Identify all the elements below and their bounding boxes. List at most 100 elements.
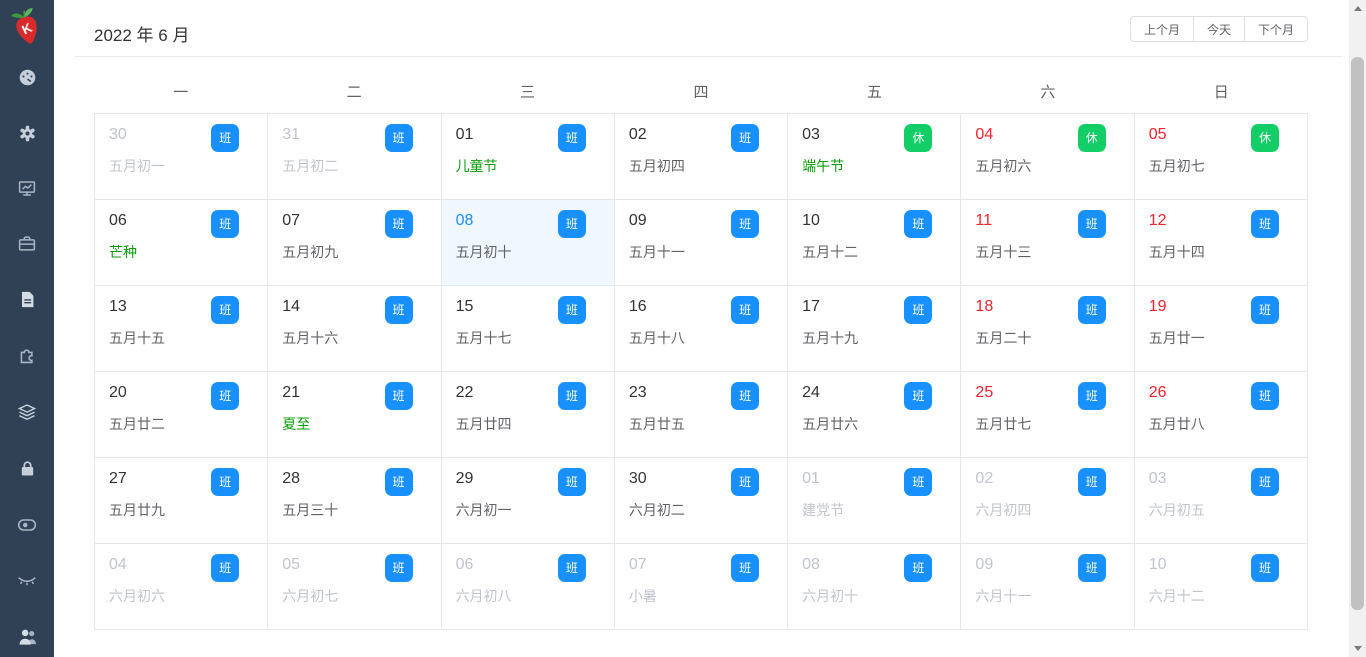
calendar-cell[interactable]: 23 班五月廿五 (614, 372, 789, 458)
sidebar-item-dashboard[interactable] (0, 66, 54, 88)
calendar-cell[interactable]: 20 班五月廿二 (95, 372, 269, 458)
work-day-badge: 班 (557, 382, 586, 410)
sidebar-item-permissions[interactable] (0, 457, 54, 479)
lunar-date-label: 六月初十 (802, 588, 859, 604)
calendar-cell[interactable]: 01 班建党节 (788, 458, 962, 544)
calendar-cell[interactable]: 08 班五月初十 (441, 200, 615, 286)
calendar-cell[interactable]: 30 班五月初一 (95, 114, 269, 200)
prev-month-button[interactable]: 上个月 (1129, 16, 1194, 42)
sidebar-item-plugins[interactable] (0, 343, 54, 365)
sidebar-item-switch[interactable] (0, 514, 54, 536)
sidebar-item-settings[interactable] (0, 122, 54, 144)
work-day-badge: 班 (384, 468, 413, 496)
work-day-badge: 班 (1251, 210, 1279, 238)
work-day-badge: 班 (557, 210, 586, 238)
calendar-cell[interactable]: 06 班六月初八 (441, 544, 615, 630)
eye-closed-icon (18, 577, 36, 586)
calendar-cell[interactable]: 02 班六月初四 (961, 458, 1135, 544)
calendar-cell[interactable]: 08 班六月初十 (788, 544, 962, 630)
calendar-cell[interactable]: 24 班五月廿六 (788, 372, 962, 458)
rest-day-badge: 休 (1251, 124, 1279, 152)
work-day-badge: 班 (211, 554, 240, 582)
date-number: 28 (282, 470, 301, 487)
sidebar-item-layers[interactable] (0, 402, 54, 424)
vertical-scrollbar[interactable] (1349, 0, 1366, 657)
rest-day-badge: 休 (904, 124, 933, 152)
calendar-cell[interactable]: 26 班五月廿八 (1134, 372, 1308, 458)
today-button[interactable]: 今天 (1192, 16, 1245, 42)
page-title: 2022 年 6 月 (94, 26, 190, 45)
work-day-badge: 班 (1077, 296, 1106, 324)
calendar-cell[interactable]: 09 班五月十一 (614, 200, 789, 286)
calendar-cell[interactable]: 05 班六月初七 (268, 544, 442, 630)
calendar-cell[interactable]: 06 班芒种 (95, 200, 269, 286)
scroll-down-arrow-icon[interactable] (1349, 640, 1366, 657)
date-number: 03 (1148, 470, 1167, 487)
date-number: 03 (802, 126, 820, 143)
lunar-date-label: 六月十一 (975, 588, 1032, 604)
sidebar-item-documents[interactable] (0, 288, 54, 310)
calendar-cell[interactable]: 17 班五月十九 (788, 286, 962, 372)
sidebar-item-toolbox[interactable] (0, 232, 54, 254)
calendar-cell[interactable]: 13 班五月十五 (95, 286, 269, 372)
calendar: 一二三四五六日 30 班五月初一 31 班五月初二 01 班儿童节 02 班五月初四 03 休端午… (94, 70, 1308, 630)
calendar-cell[interactable]: 22 班五月廿四 (441, 372, 615, 458)
calendar-cell[interactable]: 05 休五月初七 (1134, 114, 1308, 200)
calendar-cell[interactable]: 30 班六月初二 (614, 458, 789, 544)
work-day-badge: 班 (211, 210, 240, 238)
work-day-badge: 班 (211, 296, 240, 324)
calendar-cell[interactable]: 10 班六月十二 (1134, 544, 1308, 630)
lunar-date-label: 六月初一 (455, 502, 512, 518)
work-day-badge: 班 (384, 124, 413, 152)
calendar-cell[interactable]: 02 班五月初四 (614, 114, 789, 200)
calendar-cell[interactable]: 28 班五月三十 (268, 458, 442, 544)
lunar-date-label: 五月廿一 (1148, 330, 1205, 346)
calendar-cell[interactable]: 04 班六月初六 (95, 544, 269, 630)
date-number: 02 (975, 470, 994, 487)
calendar-cell[interactable]: 07 班小暑 (614, 544, 789, 630)
work-day-badge: 班 (557, 296, 586, 324)
weekday-label: 一 (173, 84, 189, 101)
date-number: 19 (1148, 298, 1167, 315)
calendar-cell[interactable]: 15 班五月十七 (441, 286, 615, 372)
date-number: 07 (628, 556, 647, 573)
calendar-cell[interactable]: 09 班六月十一 (961, 544, 1135, 630)
calendar-cell[interactable]: 03 班六月初五 (1134, 458, 1308, 544)
date-number: 06 (455, 556, 474, 573)
work-day-badge: 班 (904, 296, 933, 324)
calendar-cell[interactable]: 03 休端午节 (788, 114, 962, 200)
date-number: 16 (628, 298, 647, 315)
next-month-button[interactable]: 下个月 (1243, 16, 1308, 42)
sidebar-item-users[interactable] (0, 626, 54, 648)
sidebar-item-monitor[interactable] (0, 177, 54, 199)
scroll-up-arrow-icon[interactable] (1349, 0, 1366, 17)
date-number: 30 (628, 470, 647, 487)
calendar-cell[interactable]: 21 班夏至 (268, 372, 442, 458)
calendar-cell[interactable]: 11 班五月十三 (961, 200, 1135, 286)
date-number: 24 (802, 384, 820, 401)
calendar-cell[interactable]: 14 班五月十六 (268, 286, 442, 372)
work-day-badge: 班 (904, 554, 933, 582)
calendar-cell[interactable]: 18 班五月二十 (961, 286, 1135, 372)
calendar-header: 2022 年 6 月 上个月 今天 下个月 (75, 0, 1343, 57)
lunar-date-label: 五月十六 (282, 330, 339, 346)
app-logo[interactable]: K (7, 4, 47, 55)
calendar-cell[interactable]: 01 班儿童节 (441, 114, 615, 200)
calendar-cell[interactable]: 16 班五月十八 (614, 286, 789, 372)
calendar-cell[interactable]: 10 班五月十二 (788, 200, 962, 286)
calendar-cell[interactable]: 07 班五月初九 (268, 200, 442, 286)
layers-icon (17, 404, 37, 421)
calendar-cell[interactable]: 27 班五月廿九 (95, 458, 269, 544)
calendar-cell[interactable]: 19 班五月廿一 (1134, 286, 1308, 372)
calendar-cell[interactable]: 12 班五月十四 (1134, 200, 1308, 286)
date-number: 27 (109, 470, 127, 487)
lunar-date-label: 六月初八 (455, 588, 512, 604)
calendar-cell[interactable]: 25 班五月廿七 (961, 372, 1135, 458)
calendar-cell[interactable]: 29 班六月初一 (441, 458, 615, 544)
date-number: 06 (109, 212, 127, 229)
sidebar-item-hidden[interactable] (0, 570, 54, 592)
scrollbar-thumb[interactable] (1351, 57, 1364, 610)
calendar-cell[interactable]: 04 休五月初六 (961, 114, 1135, 200)
lunar-date-label: 五月廿八 (1148, 416, 1205, 432)
calendar-cell[interactable]: 31 班五月初二 (268, 114, 442, 200)
